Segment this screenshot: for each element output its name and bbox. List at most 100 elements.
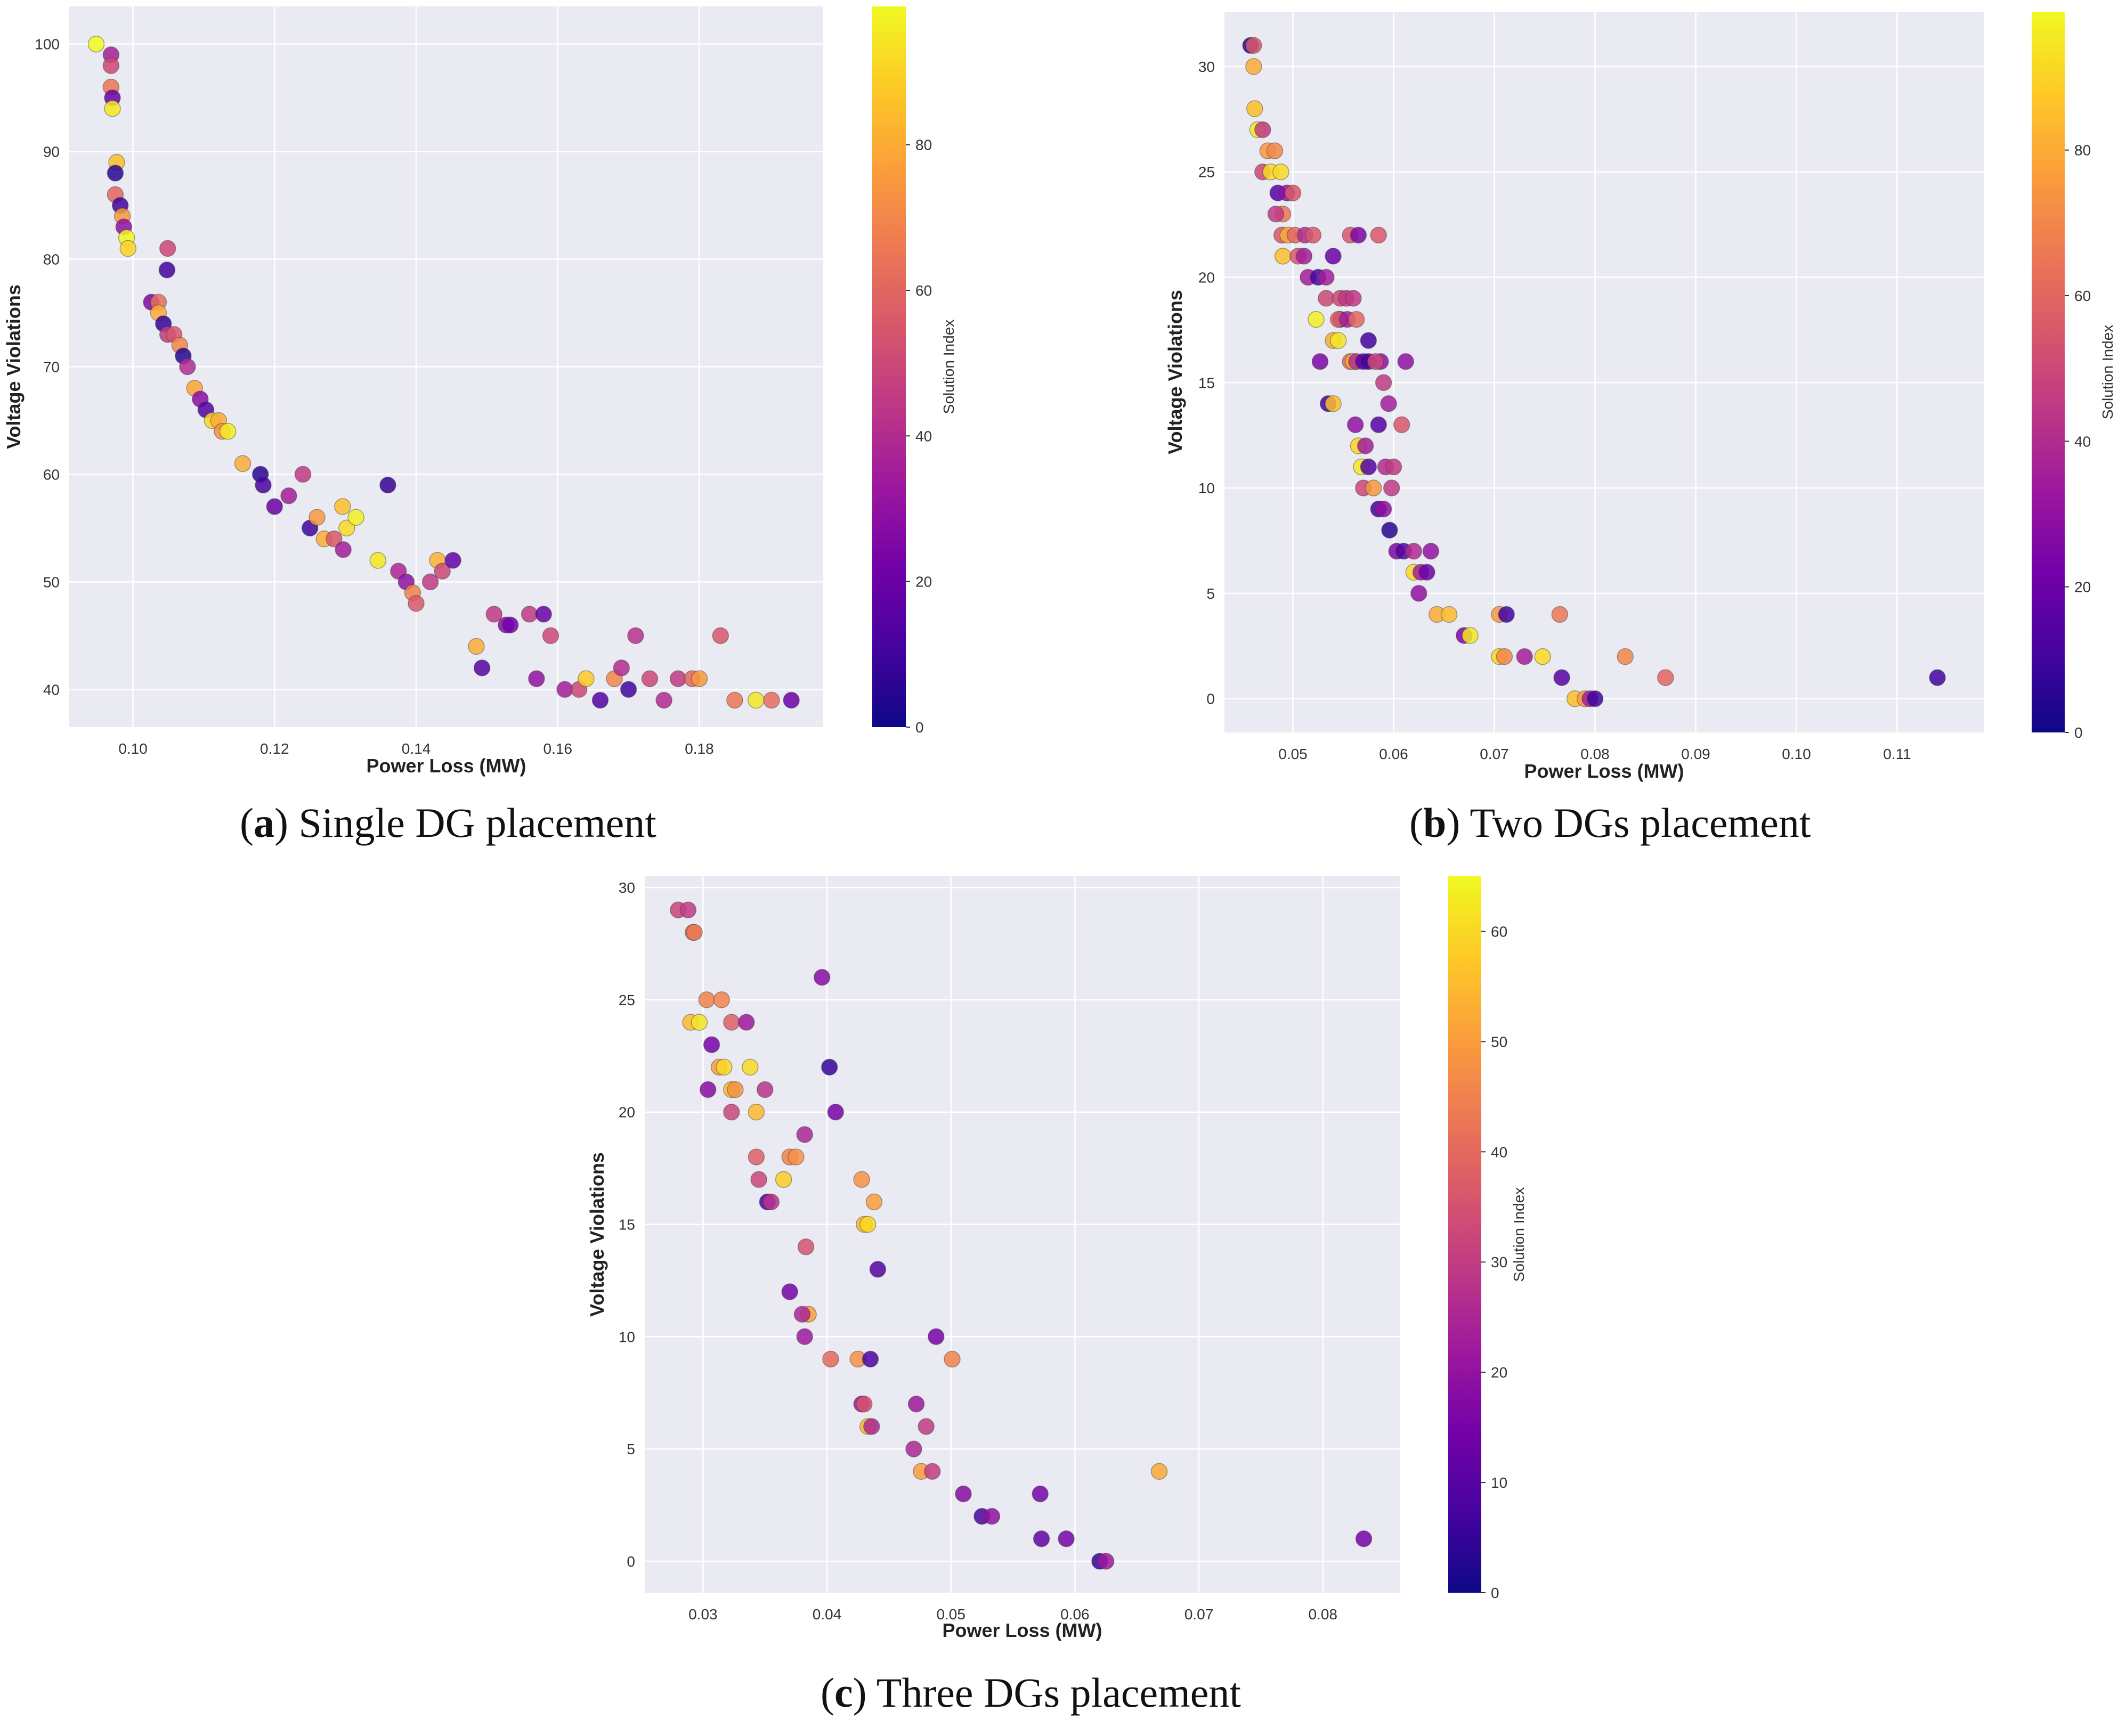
data-point: [1295, 248, 1313, 265]
y-tick-label: 100: [35, 36, 60, 53]
data-point: [1410, 585, 1427, 602]
y-tick-label: 25: [1198, 164, 1215, 181]
data-point: [712, 627, 729, 645]
y-axis-label: Voltage Violations: [586, 1152, 608, 1317]
data-point: [1365, 479, 1382, 496]
x-tick-label: 0.10: [1782, 746, 1811, 762]
x-tick-label: 0.18: [685, 740, 714, 757]
data-point: [1586, 690, 1604, 707]
colorbar-tick-label: 10: [1491, 1474, 1507, 1491]
data-point: [1325, 395, 1342, 412]
x-tick-label: 0.08: [1580, 746, 1610, 762]
data-point: [369, 552, 387, 569]
data-point: [738, 1014, 755, 1031]
data-point: [796, 1126, 813, 1143]
y-tick-label: 0: [627, 1553, 635, 1570]
data-point: [408, 595, 425, 612]
data-point: [686, 924, 703, 941]
data-point: [1267, 206, 1285, 223]
y-tick-label: 10: [1198, 480, 1215, 496]
chart-c-three-dgs: 0.03 0.04 0.05 0.06 0.07 0.08 0 5 10 15 20 25 30 Powe…: [586, 876, 1527, 1641]
data-point: [521, 606, 538, 623]
data-point: [1318, 268, 1335, 286]
y-tick-label: 10: [619, 1329, 635, 1345]
y-tick-label: 80: [43, 251, 60, 268]
data-point: [1617, 648, 1634, 665]
data-point: [473, 659, 491, 677]
data-point: [294, 466, 312, 483]
colorbar-tick-label: 60: [915, 282, 932, 299]
data-point: [856, 1396, 873, 1413]
x-tick-label: 0.07: [1480, 746, 1509, 762]
data-point: [379, 476, 396, 494]
y-tick-label: 20: [1198, 269, 1215, 286]
data-point: [698, 991, 716, 1008]
data-point: [326, 530, 343, 548]
data-point: [1350, 226, 1367, 244]
data-point: [1360, 458, 1377, 476]
data-point: [1553, 669, 1570, 686]
data-point: [1318, 290, 1335, 307]
data-point: [1393, 416, 1410, 434]
data-point: [1058, 1530, 1075, 1547]
x-tick-label: 0.03: [688, 1606, 718, 1623]
data-point: [788, 1148, 805, 1166]
x-axis-label: Power Loss (MW): [942, 1619, 1102, 1641]
data-point: [1534, 648, 1551, 665]
data-point: [679, 901, 697, 918]
data-point: [827, 1103, 845, 1121]
data-point: [655, 691, 672, 709]
data-point: [1357, 437, 1374, 454]
colorbar-tick-label: 40: [2074, 433, 2091, 450]
chart-a-single-dg: 0.10 0.12 0.14 0.16 0.18 40 50 60 70 80 90 100 Power…: [3, 6, 957, 777]
data-point: [905, 1440, 922, 1457]
data-point: [1929, 669, 1946, 686]
x-tick-label: 0.14: [402, 740, 431, 757]
y-tick-label: 15: [619, 1217, 635, 1233]
data-point: [1385, 458, 1402, 476]
data-point: [1370, 416, 1387, 434]
data-point: [1375, 374, 1392, 392]
colorbar-tick-label: 20: [2074, 579, 2091, 596]
y-tick-label: 70: [43, 359, 60, 376]
data-point: [748, 1103, 765, 1121]
data-point: [1308, 311, 1325, 328]
data-point: [1551, 606, 1569, 623]
data-point: [691, 1014, 708, 1031]
data-point: [1383, 479, 1400, 496]
data-point: [591, 691, 609, 709]
colorbar-tick-label: 50: [1491, 1033, 1507, 1050]
data-point: [556, 681, 573, 698]
data-point: [179, 358, 196, 376]
data-point: [535, 606, 552, 623]
data-point: [727, 1081, 744, 1098]
data-point: [813, 968, 831, 986]
x-tick-label: 0.09: [1681, 746, 1710, 762]
data-point: [104, 100, 121, 117]
data-point: [853, 1171, 870, 1188]
data-point: [1418, 564, 1435, 581]
data-point: [641, 670, 659, 687]
y-tick-label: 40: [43, 681, 60, 698]
caption-b: (b) Two DGs placement: [1409, 800, 1811, 846]
data-point: [1440, 606, 1458, 623]
data-point: [335, 541, 352, 558]
data-point: [1311, 353, 1329, 370]
y-tick-label: 20: [619, 1104, 635, 1121]
data-point: [119, 240, 137, 257]
data-point: [1274, 248, 1292, 265]
x-tick-label: 0.11: [1883, 746, 1911, 762]
data-point: [928, 1328, 945, 1346]
data-point: [723, 1014, 740, 1031]
data-point: [102, 57, 120, 74]
x-tick-label: 0.05: [936, 1606, 965, 1623]
data-point: [627, 627, 644, 645]
data-point: [756, 1081, 774, 1098]
data-point: [863, 1418, 880, 1435]
data-point: [613, 659, 630, 677]
data-point: [434, 563, 451, 580]
data-point: [1245, 58, 1262, 75]
y-axis-label: Voltage Violations: [1164, 290, 1186, 454]
data-point: [748, 691, 765, 709]
colorbar-label: Solution Index: [1511, 1187, 1527, 1282]
